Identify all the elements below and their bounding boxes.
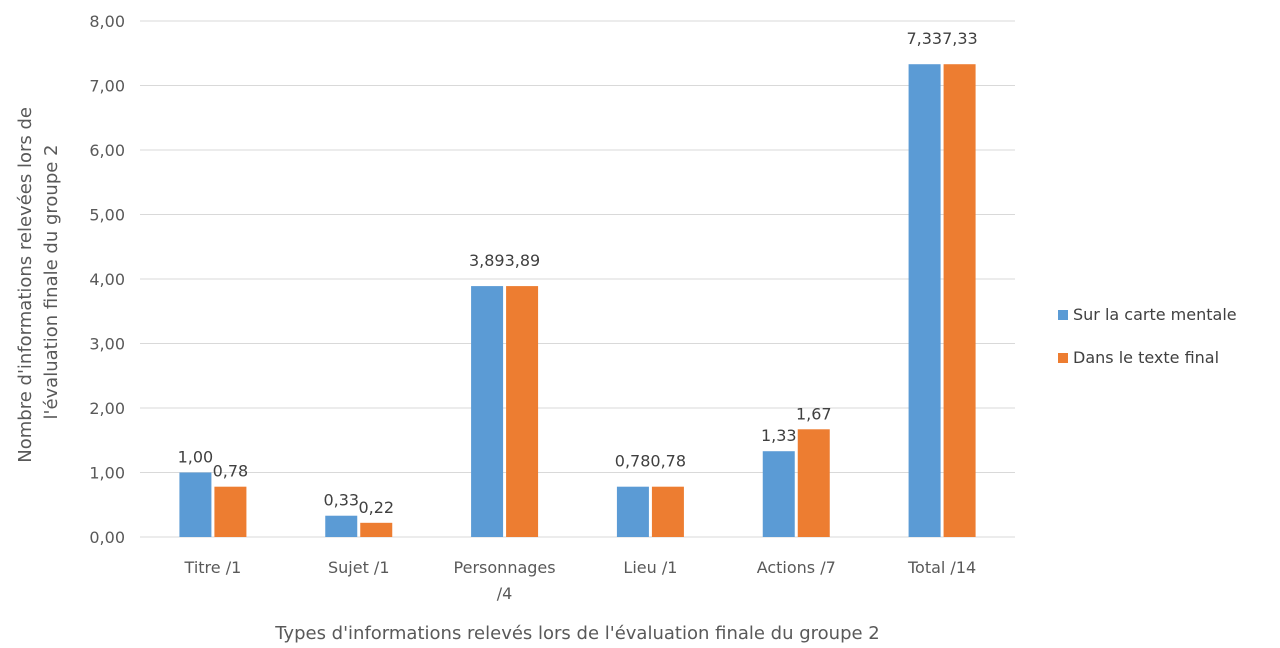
data-labels: 1,000,78 0,33 0,22 3,893,89 0,780,78 1,33 1,67… <box>178 29 978 517</box>
bar-texte-final <box>506 286 539 537</box>
y-tick-label: 0,00 <box>89 528 125 547</box>
x-tick-label: Titre /1 <box>184 558 242 577</box>
y-axis-title-line-1: Nombre d'informations relevées lors de <box>15 107 36 463</box>
data-label: 7,337,33 <box>906 29 977 48</box>
bar-texte-final <box>943 64 976 537</box>
legend-label: Dans le texte final <box>1073 348 1219 367</box>
y-axis-ticks: 0,00 1,00 2,00 3,00 4,00 5,00 6,00 7,00 8,00 <box>89 12 125 547</box>
x-axis-ticks: Titre /1 Sujet /1 Personnages/4 Lieu /1 Acti… <box>184 558 977 603</box>
x-tick-label: Lieu /1 <box>623 558 677 577</box>
x-tick-label: Personnages <box>454 558 556 577</box>
bar-texte-final <box>651 486 684 537</box>
y-tick-label: 4,00 <box>89 270 125 289</box>
data-label: 0,22 <box>358 498 394 517</box>
legend-label: Sur la carte mentale <box>1073 305 1237 324</box>
y-axis-title: Nombre d'informations relevées lors de l… <box>15 101 62 462</box>
x-axis-title: Types d'informations relevés lors de l'é… <box>274 623 880 644</box>
y-axis-title-line-2: l'évaluation finale du groupe 2 <box>41 144 62 419</box>
bar-texte-final <box>214 486 247 537</box>
y-tick-label: 8,00 <box>89 12 125 31</box>
y-tick-label: 5,00 <box>89 206 125 225</box>
y-tick-label: 6,00 <box>89 141 125 160</box>
y-tick-label: 7,00 <box>89 77 125 96</box>
data-label: 1,33 <box>761 426 797 445</box>
y-tick-label: 1,00 <box>89 464 125 483</box>
legend-swatch <box>1058 310 1068 320</box>
data-label: 0,780,78 <box>615 452 686 471</box>
legend-swatch <box>1058 353 1068 363</box>
y-tick-label: 2,00 <box>89 399 125 418</box>
x-tick-label: Sujet /1 <box>328 558 390 577</box>
x-tick-label: Total /14 <box>907 558 976 577</box>
x-tick-label: /4 <box>497 584 513 603</box>
y-tick-label: 3,00 <box>89 335 125 354</box>
legend: Sur la carte mentale Dans le texte final <box>1058 305 1237 367</box>
bar-carte-mentale <box>325 515 358 537</box>
x-tick-label: Actions /7 <box>757 558 836 577</box>
data-label: 3,893,89 <box>469 251 540 270</box>
data-label: 1,67 <box>796 404 832 423</box>
bar-texte-final <box>360 522 393 537</box>
bar-carte-mentale <box>471 286 504 537</box>
gridlines <box>140 20 1015 538</box>
data-label: 0,78 <box>213 462 249 481</box>
bar-texte-final <box>797 429 830 537</box>
data-label: 0,33 <box>323 491 359 510</box>
data-label: 1,00 <box>178 448 214 467</box>
bar-carte-mentale <box>908 64 941 537</box>
bar-carte-mentale <box>762 451 795 537</box>
bar-carte-mentale <box>616 486 649 537</box>
bars <box>179 64 976 537</box>
bar-carte-mentale <box>179 472 212 537</box>
